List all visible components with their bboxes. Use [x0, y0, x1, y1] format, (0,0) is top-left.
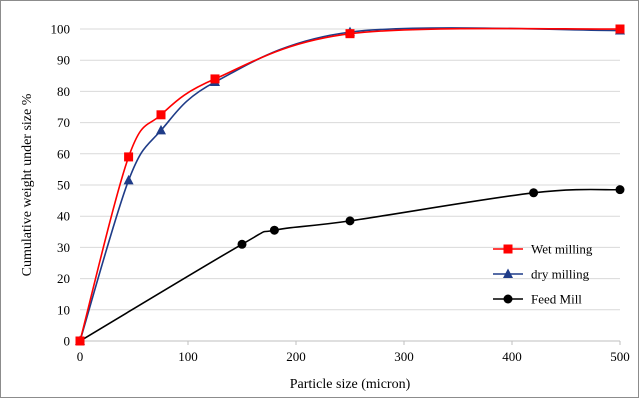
x-axis-title: Particle size (micron): [290, 377, 411, 392]
legend-label: Feed Mill: [531, 292, 582, 307]
data-point-feed-mill: [237, 239, 247, 249]
data-point-wet-milling: [345, 29, 355, 39]
y-tick-label: 20: [57, 271, 70, 286]
legend-marker: [503, 294, 513, 304]
series-line-dry-milling: [79, 27, 621, 342]
data-point-feed-mill: [529, 188, 539, 198]
y-tick-label: 90: [57, 53, 70, 68]
x-tick-label: 100: [178, 349, 198, 364]
y-tick-label: 80: [57, 84, 70, 99]
x-tick-label: 500: [610, 349, 630, 364]
data-point-wet-milling: [124, 152, 134, 162]
legend-item: Wet milling: [493, 242, 593, 257]
legend: Wet milling dry milling Feed Mill: [493, 242, 593, 307]
y-tick-label: 10: [57, 302, 70, 317]
y-tick-label: 100: [51, 22, 71, 37]
x-tick-label: 0: [77, 349, 84, 364]
data-point-wet-milling: [156, 110, 166, 120]
legend-marker: [503, 244, 513, 254]
series-line-wet-milling: [79, 27, 621, 342]
series-markers: [75, 24, 625, 346]
legend-marker: [503, 268, 513, 278]
axes: 0 10 20 30 40 50 60 70 80 90 100 0 100 200 300 400 500: [51, 22, 630, 365]
series-line-feed-mill: [79, 188, 621, 342]
legend-item: Feed Mill: [493, 292, 582, 307]
y-tick-label: 40: [57, 209, 70, 224]
y-tick-label: 60: [57, 146, 70, 161]
legend-label: Wet milling: [531, 242, 593, 257]
y-tick-label: 0: [64, 334, 71, 349]
data-point-wet-milling: [615, 24, 625, 34]
x-tick-label: 300: [394, 349, 414, 364]
y-axis-title: Cumulative weight under size %: [20, 93, 35, 276]
y-tick-label: 30: [57, 240, 70, 255]
y-tick-label: 70: [57, 115, 70, 130]
legend-label: dry milling: [531, 267, 590, 282]
legend-item: dry milling: [493, 267, 590, 282]
x-tick-label: 400: [502, 349, 522, 364]
data-point-wet-milling: [210, 74, 220, 84]
x-tick-label: 200: [286, 349, 306, 364]
data-point-feed-mill: [345, 216, 355, 226]
data-point-dry-milling: [156, 124, 166, 135]
data-point-feed-mill: [615, 185, 625, 195]
data-point-feed-mill: [269, 225, 279, 235]
data-point-dry-milling: [123, 174, 134, 185]
data-point-wet-milling: [75, 336, 85, 346]
y-tick-label: 50: [57, 178, 70, 193]
